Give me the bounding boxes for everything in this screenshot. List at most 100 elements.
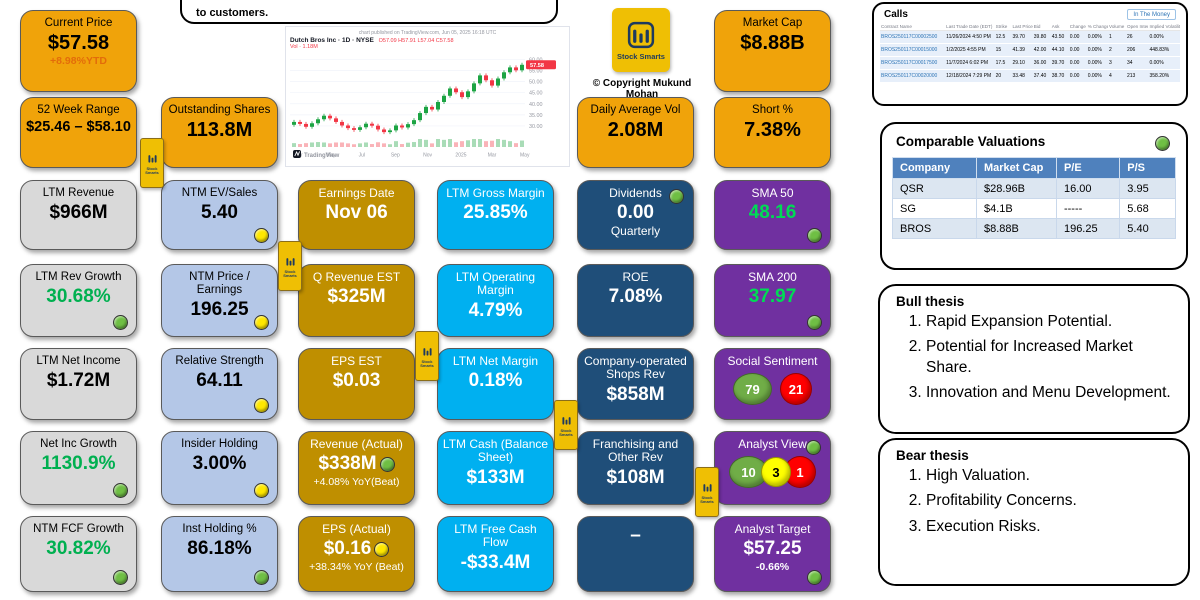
card-value: $338M (318, 453, 395, 474)
column-header: Last Price (1011, 22, 1033, 31)
metric-card-ltm-free-cash-flow: LTM Free Cash Flow -$33.4M (437, 516, 554, 592)
column-header: Market Cap (976, 157, 1057, 179)
card-label: LTM Net Income (36, 355, 121, 367)
card-value: $0.03 (332, 370, 381, 392)
column-header: Ask (1050, 22, 1069, 31)
stock-smarts-icon (627, 21, 655, 48)
card-label: EPS EST (331, 354, 382, 368)
card-label: Dividends (609, 186, 662, 200)
metric-card-blank: – (577, 516, 694, 592)
status-dot-green (113, 570, 128, 585)
status-dot-green (1155, 136, 1170, 151)
table-row: QSR $28.96B 16.00 3.95 (892, 178, 1176, 199)
card-value: $858M (606, 383, 665, 405)
stock-smarts-logo: Stock Smarts (612, 8, 670, 72)
column-header: P/E (1055, 157, 1121, 179)
status-dot-green (807, 228, 822, 243)
svg-text:30.00: 30.00 (529, 124, 543, 130)
status-dot-green (807, 315, 822, 330)
column-header: Last Trade Date (EDT) (945, 22, 995, 31)
comparable-valuations-panel: Comparable Valuations Company Market Cap P… (880, 122, 1188, 270)
card-value: $966M (49, 201, 108, 223)
card-value: 37.97 (748, 286, 797, 308)
status-dot-yellow (374, 541, 390, 557)
card-sub: Quarterly (610, 223, 661, 238)
stock-smarts-mini-logo: Stock Smarts (554, 400, 578, 450)
card-value: 3.00% (192, 452, 247, 474)
metric-card-ltm-revenue: LTM Revenue $966M (20, 180, 137, 250)
metric-card-ntm-ev-sales: NTM EV/Sales 5.40 (161, 180, 278, 250)
card-value: 2.08M (607, 118, 664, 141)
metric-card-52-week-range: 52 Week Range $25.46 – $58.10 (20, 97, 137, 168)
table-cell: ----- (1055, 198, 1121, 219)
table-row: BROS250117C00020000 12/18/2024 7:29 PM 20 3… (880, 69, 1180, 83)
card-label: LTM Operating Margin (455, 270, 536, 298)
status-dot-green (379, 456, 395, 472)
table-cell: 39.70 (1011, 30, 1033, 44)
bear-thesis-panel: Bear thesis High Valuation. Profitability… (878, 438, 1190, 586)
svg-text:45.00: 45.00 (529, 91, 543, 97)
status-dot-green (254, 570, 269, 585)
table-cell: BROS (892, 218, 977, 239)
metric-card-ltm-operating-margin: LTM Operating Margin 4.79% (437, 264, 554, 337)
candlestick-chart: 60.0055.0050.0045.0040.0035.0030.00MarMa… (290, 57, 556, 159)
metric-card-sma-200: SMA 200 37.97 (714, 264, 831, 337)
card-label: Earnings Date (318, 186, 395, 200)
metric-card-ntm-price-earnings: NTM Price / Earnings 196.25 (161, 264, 278, 337)
card-sub: +38.34% YoY (Beat) (309, 560, 404, 573)
card-label: Daily Average Vol (590, 104, 681, 116)
metric-card-q-revenue-est: Q Revenue EST $325M (298, 264, 415, 337)
card-value: 64.11 (196, 369, 243, 391)
card-value: $0.16 (324, 538, 390, 559)
thesis-item: Potential for Increased Market Share. (926, 337, 1178, 378)
column-header: Volume (1108, 22, 1126, 31)
table-cell: 0.00% (1086, 30, 1109, 44)
column-header: Bid (1032, 22, 1051, 31)
svg-text:May: May (326, 153, 336, 159)
table-row: BROS250117C00017500 11/7/2024 6:02 PM 17.5… (880, 56, 1180, 70)
card-label: SMA 50 (751, 186, 794, 200)
metric-card-company-operated-shops-rev: Company-operated Shops Rev $858M (577, 348, 694, 420)
column-header: Strike (994, 22, 1012, 31)
table-cell: 1/2/2025 4:55 PM (945, 43, 995, 57)
table-cell: 39.80 (1032, 30, 1051, 44)
table-cell: 11/26/2024 4:50 PM (945, 30, 995, 44)
card-label: Social Sentiment (727, 354, 818, 368)
metric-card-social-sentiment: Social Sentiment 79 21 (714, 348, 831, 420)
metric-card-revenue-actual: Revenue (Actual) $338M +4.08% YoY(Beat) (298, 431, 415, 505)
table-cell: 5.68 (1119, 198, 1176, 219)
card-label: LTM Cash (Balance Sheet) (442, 437, 549, 465)
metric-card-analyst-target: Analyst Target $57.25 -0.66% (714, 516, 831, 592)
card-label: Analyst Target (734, 522, 811, 536)
sentiment-circles: 79 21 (733, 373, 812, 406)
metric-card-ltm-gross-margin: LTM Gross Margin 25.85% (437, 180, 554, 250)
stock-smarts-mini-logo: Stock Smarts (140, 138, 164, 188)
column-header: Change (1068, 22, 1087, 31)
table-cell: 12/18/2024 7:29 PM (945, 69, 995, 83)
metric-card-ltm-cash-balance-sheet: LTM Cash (Balance Sheet) $133M (437, 431, 554, 505)
bull-thesis-panel: Bull thesis Rapid Expansion Potential. Po… (878, 284, 1190, 434)
card-sub: -0.66% (755, 560, 790, 573)
copyright-text: © Copyright Mukund Mohan (592, 78, 692, 100)
metric-card-ltm-net-margin: LTM Net Margin 0.18% (437, 348, 554, 420)
thesis-item: Rapid Expansion Potential. (926, 312, 1178, 332)
status-dot-yellow (254, 228, 269, 243)
card-label: Outstanding Shares (168, 104, 271, 116)
card-label: Revenue (Actual) (310, 437, 403, 451)
card-label: Net Inc Growth (40, 438, 117, 450)
table-cell: 42.00 (1032, 43, 1051, 57)
card-value: 1130.9% (41, 452, 116, 474)
stock-smarts-mini-logo: Stock Smarts (415, 331, 439, 381)
card-value: 86.18% (187, 537, 252, 559)
table-cell: 0.00% (1086, 69, 1109, 83)
status-dot-yellow (254, 315, 269, 330)
metric-card-ntm-fcf-growth: NTM FCF Growth 30.82% (20, 516, 137, 592)
table-cell: 38.70 (1050, 69, 1069, 83)
card-label: Relative Strength (175, 355, 264, 367)
card-value: $108M (606, 466, 665, 488)
svg-text:Sep: Sep (391, 153, 400, 159)
table-row: BROS250117C00002500 11/26/2024 4:50 PM 12.… (880, 30, 1180, 44)
table-cell: 4 (1108, 69, 1126, 83)
card-label: LTM Rev Growth (35, 271, 122, 283)
table-cell: 41.39 (1011, 43, 1033, 57)
